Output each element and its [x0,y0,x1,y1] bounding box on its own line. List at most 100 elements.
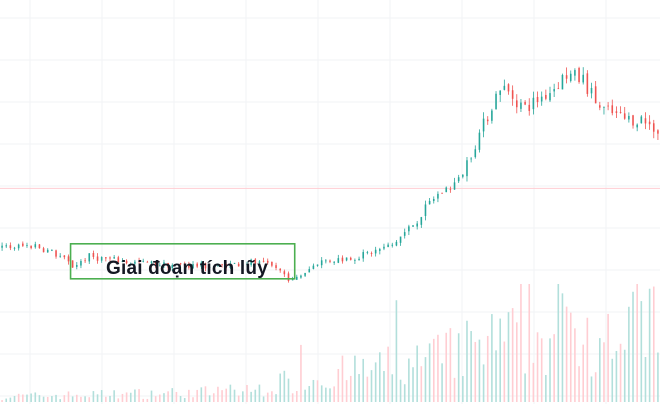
volume-bar [441,363,443,402]
candle-body [146,261,149,263]
volume-bar [491,314,493,402]
candle-body [499,90,501,95]
candle-body [337,258,340,263]
volume-bar [553,334,555,402]
candle-body [478,132,481,150]
candle-body [179,263,182,265]
volume-bar [175,391,178,402]
candle-body [457,177,460,182]
candle-body [105,257,107,259]
volume-bar [362,358,365,402]
volume-bar [607,313,609,402]
candle-body [545,94,547,99]
volume-bar [499,318,501,402]
volume-bar [383,370,385,402]
candle-body [22,243,24,246]
volume-bar [640,301,643,402]
volume-bar [1,400,3,402]
volume-bar [154,396,157,402]
candle-body [470,158,472,160]
candle-body [204,263,207,269]
volume-bar [246,384,248,402]
volume-bar [403,384,406,402]
volume-bar [71,396,74,402]
candle-body [233,262,236,264]
volume-bar [470,331,472,402]
volume-bar [88,397,91,402]
candle-body [574,70,576,76]
volume-bar [379,352,381,402]
volume-bar [611,358,614,402]
candle-body [557,88,560,90]
candle-body [565,75,568,79]
volume-bar [495,350,497,402]
candle-body [109,257,111,259]
volume-bar [644,357,647,402]
volume-bar [420,366,423,402]
accumulation-zone-label: Giai đoạn tích lũy [106,258,268,279]
volume-bar [358,374,360,402]
volume-bar [545,374,547,402]
volume-bar [121,393,124,402]
volume-bar [51,396,53,402]
candle-body [175,263,178,265]
volume-bar [183,398,186,402]
candle-body [138,260,140,263]
candle-body [129,263,132,265]
candle-body [287,273,290,282]
volume-bar [337,368,340,402]
candle-body [1,245,3,248]
volume-bar [628,306,630,402]
volume-bar [266,392,269,402]
candle-body [242,264,244,267]
candle-body [628,115,630,120]
candle-body [611,105,614,114]
volume-bar [565,306,568,402]
volume-bar [300,344,302,402]
candle-body [262,260,265,262]
candle-body [370,252,373,254]
volume-bar [503,341,506,402]
candle-body [640,116,643,124]
candle-body [345,257,348,261]
volume-bar [179,396,182,402]
candle-body [38,244,41,249]
candle-body [491,110,493,121]
candle-body [42,248,45,253]
candle-body [212,266,215,268]
volume-bar [603,342,605,402]
candle-body [466,160,468,177]
candle-body [117,257,120,263]
candle-body [416,223,418,227]
volume-bar [271,391,273,402]
volume-bar [586,317,589,402]
volume-bar [540,338,543,402]
candle-body [208,267,211,268]
candle-body [569,73,572,81]
volume-bar [283,370,286,402]
volume-bar [171,388,174,402]
candle-body [217,264,219,267]
volume-bar [520,284,522,402]
volume-bar [515,322,518,402]
candle-body [590,87,593,94]
candle-body [113,257,115,259]
candle-body [221,264,223,266]
volume-bar [632,291,634,402]
volume-bar [150,390,153,402]
volume-bar [13,395,16,402]
candle-body [59,255,61,257]
candle-body [250,259,252,265]
volume-bar [416,345,418,402]
candle-body [237,263,240,267]
candle-body [266,260,269,263]
volume-bar [295,391,298,402]
candle-body [254,259,257,264]
candle-body [366,252,369,254]
volume-bar [536,332,539,402]
candle-body [5,245,8,247]
candle-body [92,253,95,257]
candle-body [341,257,344,262]
volume-bar [354,355,356,402]
candle-body [55,250,57,257]
